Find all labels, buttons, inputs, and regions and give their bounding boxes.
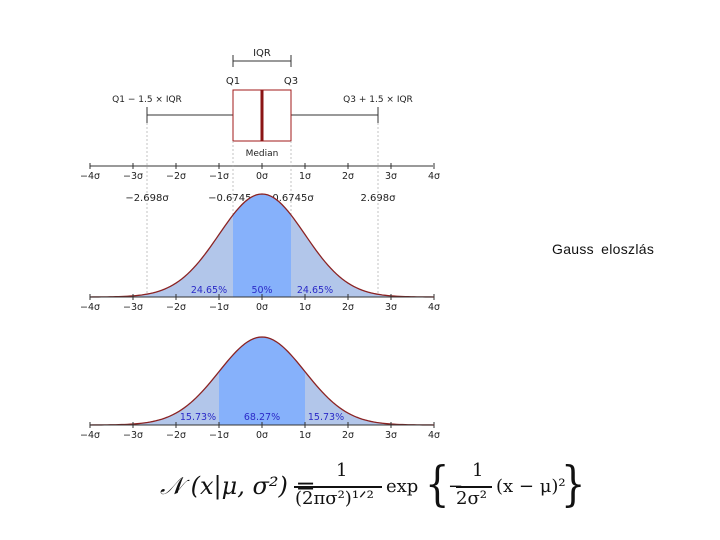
q1-label: Q1 xyxy=(226,76,240,87)
q3-label: Q3 xyxy=(284,76,298,87)
axis-tick-label: −3σ xyxy=(123,171,143,182)
axis-tick-label: 4σ xyxy=(428,171,440,182)
axis-tick-label: 3σ xyxy=(385,430,397,441)
quartile-value-lower-whisker: −2.698σ xyxy=(125,193,169,204)
density-curve xyxy=(89,193,435,298)
formula-brace-open: { xyxy=(425,456,450,512)
formula-fraction-bar-1 xyxy=(294,486,382,488)
axis-tick-label: −1σ xyxy=(209,302,229,313)
axis-tick-label: 3σ xyxy=(385,171,397,182)
density-region-center xyxy=(232,194,292,297)
density-region-left xyxy=(90,371,219,425)
formula-denominator-2: 2σ² xyxy=(456,488,487,509)
quartile-value-q3: 0.6745σ xyxy=(272,193,314,204)
iqr-label: IQR xyxy=(253,48,271,59)
axis-tick-label: −1σ xyxy=(209,430,229,441)
formula-exp: exp xyxy=(386,476,419,497)
axis-ticks: −4σ −3σ −2σ −1σ 0σ 1σ 2σ 3σ 4σ xyxy=(80,163,440,182)
axis-tick-label: 1σ xyxy=(299,430,311,441)
axis-tick-label: −2σ xyxy=(166,171,186,182)
axis-tick-label: 2σ xyxy=(342,171,354,182)
density-plot-sigma: 15.73% 68.27% 15.73% xyxy=(89,336,435,426)
median-label: Median xyxy=(246,149,279,159)
sigma-axis-3: −4σ −3σ −2σ −1σ 0σ 1σ 2σ 3σ 4σ xyxy=(80,422,440,441)
density-curve xyxy=(89,336,435,426)
formula-lhs: 𝒩 (x|μ, σ²) = xyxy=(160,472,316,500)
formula-numerator-2: 1 xyxy=(472,460,484,481)
lower-whisker-label: Q1 − 1.5 × IQR xyxy=(112,95,182,105)
slide-title: Gauss eloszlás xyxy=(552,241,655,257)
gaussian-boxplot-figure: IQR Q1 Q3 Q1 − 1.5 × IQR Q3 + 1.5 × IQR … xyxy=(80,48,440,441)
axis-tick-label: 1σ xyxy=(299,171,311,182)
density-region-center xyxy=(219,337,305,425)
quartile-value-upper-whisker: 2.698σ xyxy=(361,193,397,204)
formula-numerator-1: 1 xyxy=(336,460,348,481)
upper-whisker-label: Q3 + 1.5 × IQR xyxy=(343,95,413,105)
density-region-center-pct: 68.27% xyxy=(244,412,280,423)
axis-tick-label: 0σ xyxy=(256,171,268,182)
density-plot-iqr: 24.65% 50% 24.65% xyxy=(89,193,435,298)
formula-squared-term: (x − μ)² xyxy=(496,476,566,497)
axis-tick-label: 2σ xyxy=(342,302,354,313)
formula-fraction-bar-2 xyxy=(456,486,492,488)
boxplot: IQR Q1 Q3 Q1 − 1.5 × IQR Q3 + 1.5 × IQR … xyxy=(112,48,413,159)
axis-tick-label: −4σ xyxy=(80,302,100,313)
axis-tick-label: 4σ xyxy=(428,302,440,313)
axis-tick-label: 0σ xyxy=(256,302,268,313)
axis-ticks: −4σ −3σ −2σ −1σ 0σ 1σ 2σ 3σ 4σ xyxy=(80,294,440,313)
formula-denominator-1: (2πσ²)¹ᐟ² xyxy=(295,488,374,509)
axis-tick-label: 0σ xyxy=(256,430,268,441)
axis-ticks: −4σ −3σ −2σ −1σ 0σ 1σ 2σ 3σ 4σ xyxy=(80,422,440,441)
sigma-axis-1: −4σ −3σ −2σ −1σ 0σ 1σ 2σ 3σ 4σ xyxy=(80,163,440,182)
axis-tick-label: −3σ xyxy=(123,302,143,313)
density-region-right-pct: 15.73% xyxy=(308,412,344,423)
density-region-right xyxy=(305,371,434,425)
axis-tick-label: 1σ xyxy=(299,302,311,313)
axis-tick-label: 3σ xyxy=(385,302,397,313)
axis-tick-label: 2σ xyxy=(342,430,354,441)
formula-minus: − xyxy=(448,476,464,497)
density-region-left-pct: 15.73% xyxy=(180,412,216,423)
density-region-left-pct: 24.65% xyxy=(191,285,227,296)
density-region-right xyxy=(291,214,434,297)
axis-tick-label: 4σ xyxy=(428,430,440,441)
density-region-center-pct: 50% xyxy=(251,285,272,296)
density-region-left xyxy=(90,214,233,297)
density-region-right-pct: 24.65% xyxy=(297,285,333,296)
axis-tick-label: −4σ xyxy=(80,430,100,441)
axis-tick-label: −1σ xyxy=(209,171,229,182)
axis-tick-label: −2σ xyxy=(166,302,186,313)
axis-tick-label: −3σ xyxy=(123,430,143,441)
sigma-axis-2: −4σ −3σ −2σ −1σ 0σ 1σ 2σ 3σ 4σ xyxy=(80,294,440,313)
formula-brace-close: } xyxy=(561,456,586,512)
axis-tick-label: −4σ xyxy=(80,171,100,182)
axis-tick-label: −2σ xyxy=(166,430,186,441)
